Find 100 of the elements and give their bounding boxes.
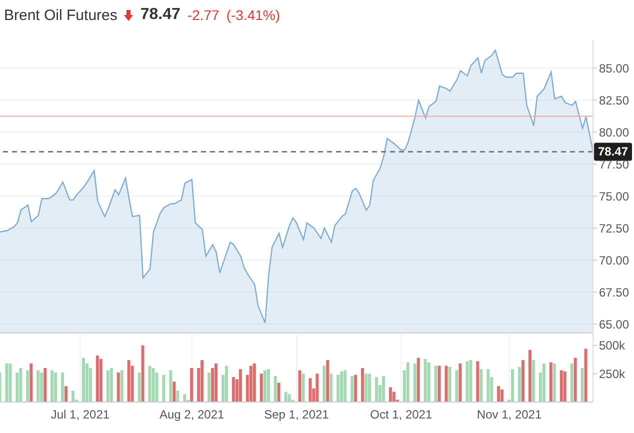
bar [438, 366, 441, 402]
y-tick-label: 70.00 [599, 253, 630, 268]
bar [183, 394, 186, 402]
text: 78.47 [140, 6, 180, 24]
bar [224, 366, 228, 402]
x-tick-label: Nov 1, 2021 [476, 408, 542, 422]
bar [364, 374, 368, 402]
bar [54, 372, 58, 402]
bar [8, 363, 12, 402]
bar [190, 368, 194, 402]
bar [44, 368, 47, 402]
bar [424, 358, 427, 402]
bar [563, 371, 566, 402]
bar [172, 382, 176, 402]
y-tick-label: 85.00 [599, 61, 630, 76]
bar [511, 369, 514, 402]
bar [138, 372, 141, 402]
bar [26, 370, 30, 402]
bar [99, 358, 102, 402]
x-tick-label: Aug 2, 2021 [159, 408, 225, 422]
bar [480, 369, 483, 402]
bar [120, 370, 124, 402]
bar [316, 374, 319, 402]
bar [40, 372, 44, 402]
y-tick-label: 80.00 [599, 125, 630, 140]
bar [580, 368, 584, 402]
bar [382, 376, 385, 402]
bar [200, 360, 204, 402]
bar [336, 374, 340, 402]
x-tick-label: Jul 1, 2021 [50, 408, 110, 422]
bar [30, 363, 33, 402]
bar [19, 368, 22, 402]
bar [406, 362, 410, 402]
bar [570, 363, 574, 402]
bar [542, 363, 546, 402]
bar [162, 374, 166, 402]
bar [50, 370, 54, 402]
bar [388, 387, 392, 402]
y-tick-label: 77.50 [599, 157, 630, 172]
bar [169, 370, 172, 402]
bar [96, 356, 99, 402]
bar [416, 358, 420, 402]
bar [214, 363, 218, 402]
bar [521, 360, 524, 402]
bar [330, 374, 333, 402]
bar [127, 360, 130, 402]
bar [392, 392, 396, 402]
bar [466, 361, 469, 402]
ref-line-label: 78.47 [598, 144, 628, 159]
bar [448, 366, 452, 402]
y-tick-label: 72.50 [599, 221, 630, 236]
bar [469, 360, 472, 402]
bar [532, 360, 535, 402]
bar [486, 369, 490, 402]
bar [455, 370, 458, 402]
bar [260, 374, 263, 402]
bar [298, 370, 302, 402]
bar [64, 386, 68, 402]
bar [560, 370, 563, 402]
bar [141, 345, 144, 402]
bar [232, 377, 235, 402]
bar [106, 370, 110, 402]
y-tick-label: 82.50 [599, 93, 630, 108]
bar [350, 376, 354, 402]
y-tick-label: 67.50 [599, 285, 630, 300]
bar [584, 348, 588, 402]
bar [374, 377, 378, 402]
bar [238, 369, 242, 402]
y-tick-label: 250k [599, 366, 626, 381]
x-tick-label: Sep 1, 2021 [264, 408, 330, 422]
bar [458, 363, 462, 402]
bar [72, 390, 75, 402]
x-tick-label: Oct 1, 2021 [370, 408, 432, 422]
bar [528, 350, 532, 402]
bar [277, 382, 280, 402]
bar [308, 378, 312, 402]
bar [82, 358, 85, 402]
bar [284, 392, 288, 402]
bar [322, 366, 326, 402]
y-tick-label: 65.00 [599, 317, 630, 332]
text: -2.77 [187, 7, 220, 23]
bar [518, 366, 522, 402]
bar [326, 360, 330, 402]
bar [61, 372, 64, 402]
bar [444, 366, 448, 402]
y-tick-label: 500k [599, 338, 626, 353]
bar [354, 374, 358, 402]
bar [5, 363, 8, 402]
bar [208, 372, 211, 402]
bar [110, 368, 113, 402]
bar [36, 370, 40, 402]
bar [500, 390, 504, 402]
bar [263, 370, 266, 402]
bar [266, 369, 270, 402]
bar [434, 366, 438, 402]
bar [427, 362, 430, 402]
y-tick-label: 75.00 [599, 189, 630, 204]
bar [549, 362, 552, 402]
bar [368, 374, 372, 402]
bar [574, 358, 577, 402]
